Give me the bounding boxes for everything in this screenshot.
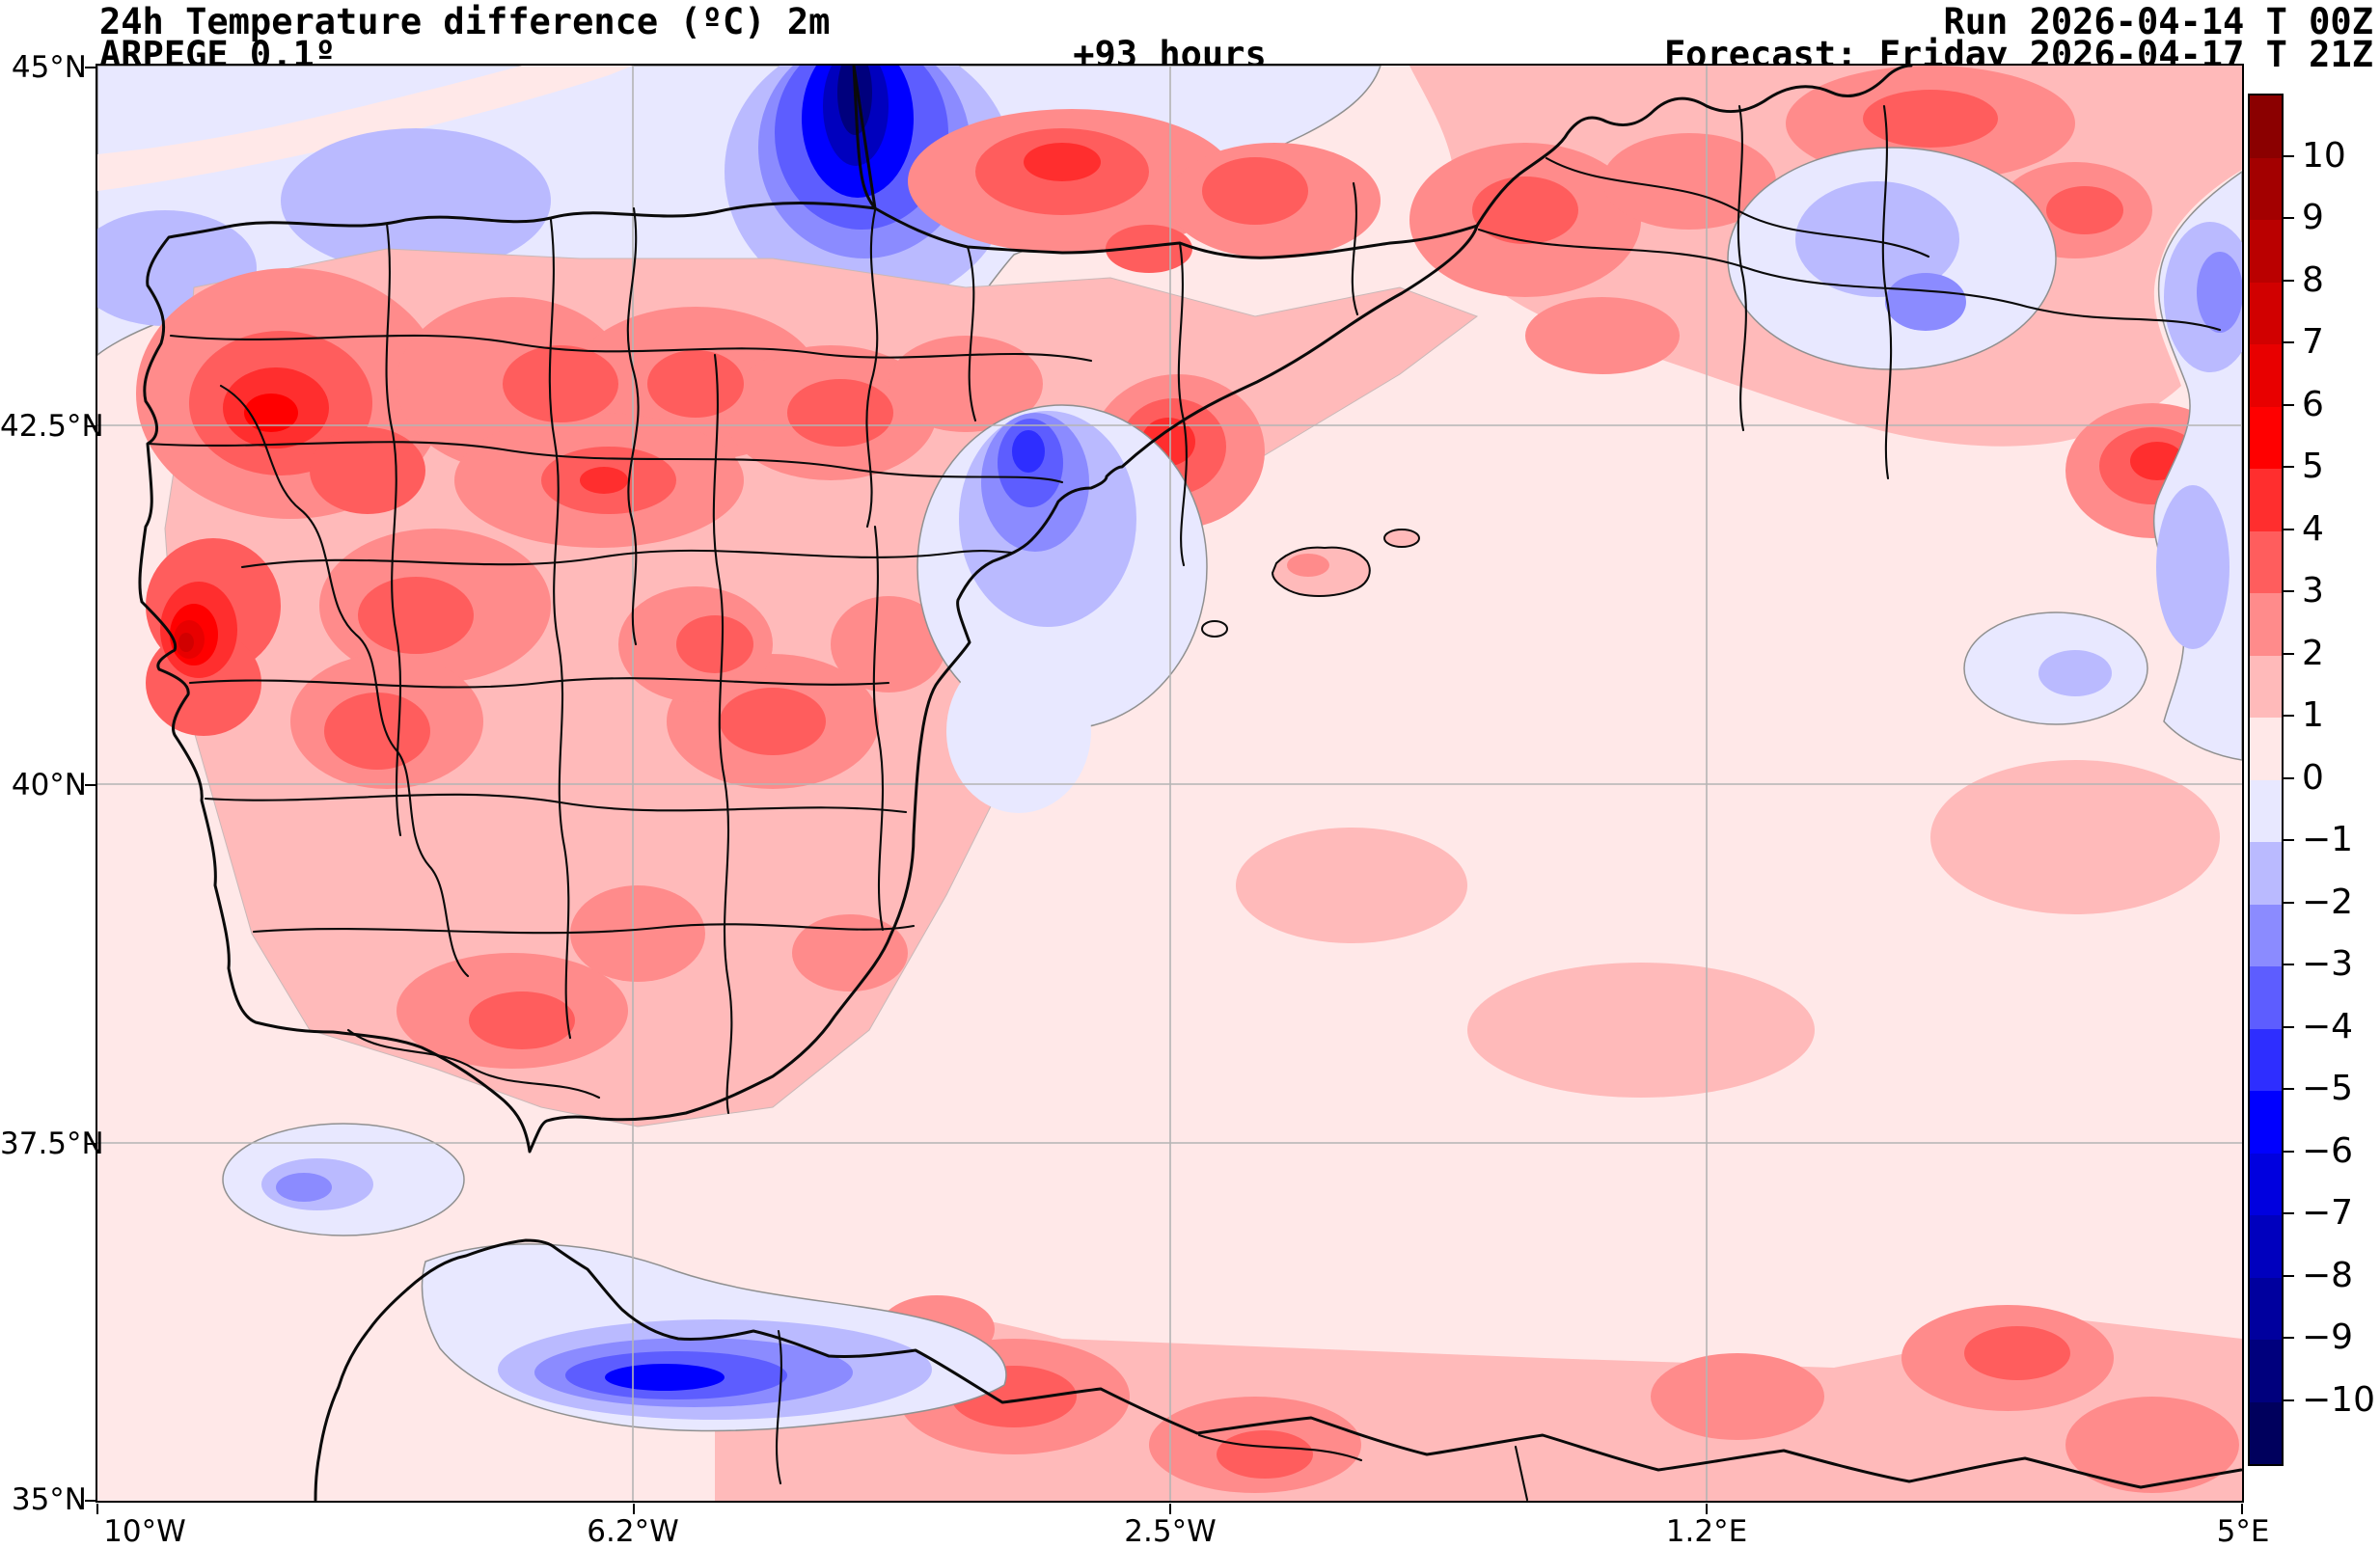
colorbar-tick-label: −3 — [2302, 944, 2354, 984]
y-axis-label-40n: 40°N — [11, 768, 87, 802]
x-axis-tick — [1706, 1504, 1708, 1514]
map-graphic — [97, 66, 2242, 1501]
colorbar-segment — [2250, 220, 2282, 283]
colorbar-segment — [2250, 655, 2282, 718]
colorbar-tick — [2282, 964, 2294, 965]
colorbar-tick-label: −10 — [2302, 1379, 2375, 1420]
colorbar-tick-label: −2 — [2302, 882, 2354, 922]
colorbar-tick-label: 5 — [2302, 447, 2324, 486]
colorbar-segment — [2250, 904, 2282, 966]
x-axis-label-1-2e: 1.2°E — [1665, 1514, 1748, 1548]
colorbar-tick-label: 4 — [2302, 508, 2324, 549]
colorbar-segment — [2250, 1028, 2282, 1091]
colorbar-tick — [2282, 217, 2294, 219]
colorbar — [2248, 94, 2284, 1466]
colorbar-segment — [2250, 1340, 2282, 1402]
y-axis-tick — [85, 784, 96, 786]
x-axis-label-10w: 10°W — [103, 1514, 186, 1548]
colorbar-segment — [2250, 1215, 2282, 1278]
y-axis-tick — [85, 67, 96, 68]
run-label: Run 2026-04-14 T 00Z — [1943, 1, 2373, 42]
boundary-layer — [138, 66, 2242, 1501]
colorbar-tick-label: 9 — [2302, 198, 2324, 237]
colorbar-tick-label: 7 — [2302, 322, 2324, 362]
colorbar-segment — [2250, 344, 2282, 407]
colorbar-tick — [2282, 1212, 2294, 1214]
colorbar-tick-label: −1 — [2302, 820, 2354, 859]
colorbar-tick — [2282, 776, 2294, 779]
colorbar-tick — [2282, 1337, 2294, 1339]
x-axis-label-5e: 5°E — [2216, 1514, 2270, 1548]
colorbar-segment — [2250, 593, 2282, 656]
colorbar-tick-label: −8 — [2302, 1255, 2354, 1295]
colorbar-tick-label: −6 — [2302, 1130, 2354, 1171]
colorbar-tick — [2282, 1150, 2294, 1153]
x-axis-label-6-2w: 6.2°W — [587, 1514, 679, 1548]
colorbar-tick — [2282, 154, 2294, 157]
colorbar-tick-label: 1 — [2302, 695, 2324, 735]
x-axis-tick — [633, 1504, 635, 1514]
colorbar-tick — [2282, 1399, 2294, 1401]
colorbar-tick-label: −4 — [2302, 1006, 2354, 1046]
colorbar-segment — [2250, 1401, 2282, 1464]
colorbar-tick — [2282, 901, 2294, 904]
x-axis-tick — [2241, 1504, 2243, 1514]
y-axis-label-37-5n: 37.5°N — [0, 1127, 104, 1161]
colorbar-tick — [2282, 1274, 2294, 1277]
colorbar-segment — [2250, 1153, 2282, 1215]
x-axis-tick — [96, 1504, 98, 1514]
forecast-label: Forecast: Friday 2026-04-17 T 21Z — [1663, 34, 2373, 75]
y-axis-label-42-5n: 42.5°N — [0, 409, 104, 444]
colorbar-tick — [2282, 403, 2294, 406]
colorbar-tick-label: 10 — [2302, 135, 2346, 176]
map-plot-area — [96, 64, 2244, 1503]
colorbar-tick-label: 6 — [2302, 384, 2324, 424]
y-axis-tick — [85, 1500, 96, 1502]
colorbar-segment — [2250, 406, 2282, 469]
x-axis-label-2-5w: 2.5°W — [1124, 1514, 1217, 1548]
colorbar-tick — [2282, 341, 2294, 343]
colorbar-tick — [2282, 466, 2294, 468]
colorbar-tick — [2282, 1088, 2294, 1090]
fill-layer — [97, 66, 2242, 1501]
colorbar-segment — [2250, 966, 2282, 1029]
x-axis-tick — [1169, 1504, 1171, 1514]
colorbar-segment — [2250, 1091, 2282, 1154]
colorbar-segment — [2250, 718, 2282, 780]
colorbar-segment — [2250, 282, 2282, 344]
colorbar-tick — [2282, 590, 2294, 592]
y-axis-tick — [85, 1143, 96, 1145]
colorbar-tick-label: 2 — [2302, 633, 2324, 673]
colorbar-tick-label: 3 — [2302, 571, 2324, 611]
colorbar-segment — [2250, 95, 2282, 158]
colorbar-segment — [2250, 779, 2282, 842]
colorbar-tick — [2282, 528, 2294, 530]
y-axis-label-35n: 35°N — [11, 1482, 87, 1517]
colorbar-tick — [2282, 1025, 2294, 1028]
grid-layer — [97, 66, 2242, 1501]
y-axis-label-45n: 45°N — [11, 50, 87, 85]
colorbar-tick — [2282, 839, 2294, 841]
colorbar-tick — [2282, 279, 2294, 282]
colorbar-segment — [2250, 469, 2282, 531]
colorbar-segment — [2250, 1277, 2282, 1340]
colorbar-tick-label: 8 — [2302, 259, 2324, 300]
colorbar-tick — [2282, 715, 2294, 717]
colorbar-segment — [2250, 530, 2282, 593]
colorbar-tick-label: −5 — [2302, 1069, 2354, 1108]
chart-title: 24h Temperature difference (ºC) 2m — [99, 1, 831, 42]
colorbar-tick — [2282, 652, 2294, 655]
y-axis-tick — [85, 425, 96, 427]
colorbar-tick-label: −7 — [2302, 1193, 2354, 1233]
colorbar-tick-label: 0 — [2302, 757, 2324, 798]
colorbar-segment — [2250, 157, 2282, 220]
colorbar-tick-label: −9 — [2302, 1317, 2354, 1357]
colorbar-segment — [2250, 842, 2282, 905]
